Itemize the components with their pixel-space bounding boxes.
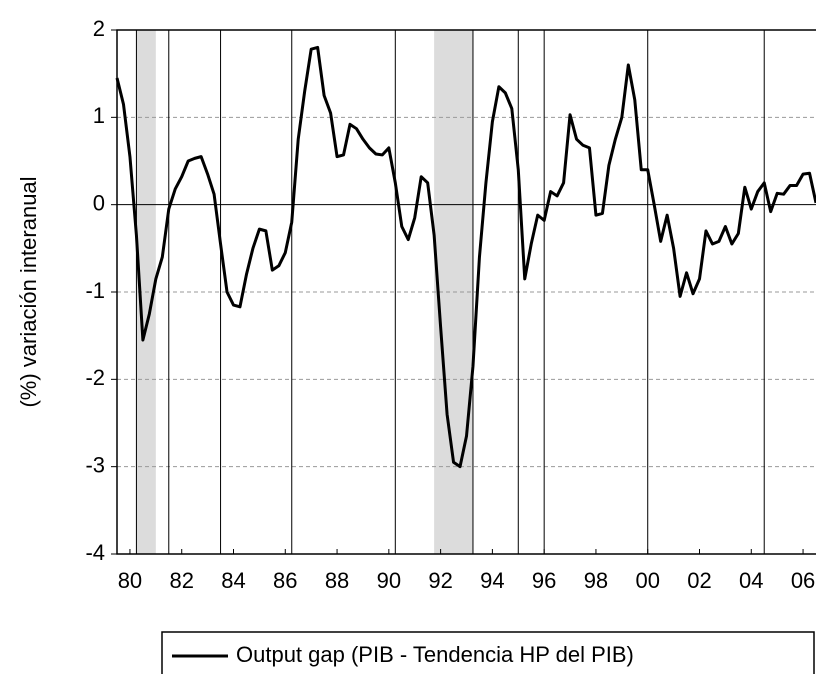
y-tick-label: 1: [93, 103, 105, 128]
x-tick-label: 86: [273, 568, 297, 593]
data-line: [115, 45, 816, 469]
y-tick-label: -1: [85, 278, 105, 303]
x-tick-label: 90: [377, 568, 401, 593]
x-tick-label: 84: [221, 568, 245, 593]
legend-box: [161, 631, 815, 674]
x-tick-label: 98: [584, 568, 608, 593]
y-axis-title: (%) variación interanual: [16, 176, 41, 407]
legend-label: Output gap (PIB - Tendencia HP del PIB): [236, 642, 634, 667]
x-tick-label: 06: [791, 568, 815, 593]
y-tick-label: -4: [85, 540, 105, 565]
y-tick-label: -2: [85, 365, 105, 390]
y-tick-label: 0: [93, 190, 105, 215]
x-tick-label: 96: [532, 568, 556, 593]
x-tick-label: 82: [169, 568, 193, 593]
x-tick-label: 88: [325, 568, 349, 593]
x-tick-label: 00: [635, 568, 659, 593]
x-tick-label: 92: [428, 568, 452, 593]
x-tick-label: 80: [118, 568, 142, 593]
x-tick-label: 02: [687, 568, 711, 593]
plot-frame: [116, 29, 816, 555]
x-tick-label: 04: [739, 568, 763, 593]
y-tick-label: -3: [85, 452, 105, 477]
y-tick-label: 2: [93, 16, 105, 41]
x-tick-label: 94: [480, 568, 504, 593]
